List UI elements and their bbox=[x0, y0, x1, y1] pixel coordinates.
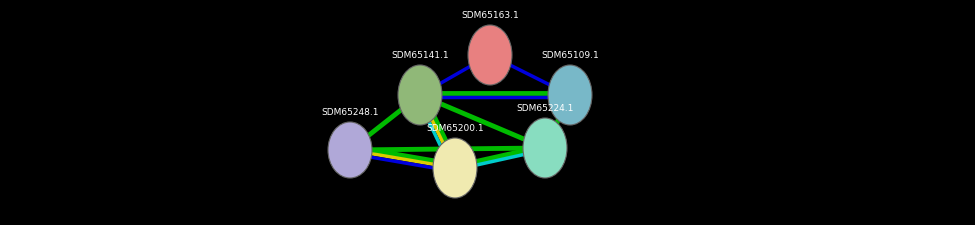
Ellipse shape bbox=[398, 65, 442, 125]
Ellipse shape bbox=[433, 138, 477, 198]
Text: SDM65248.1: SDM65248.1 bbox=[321, 108, 378, 117]
Text: SDM65224.1: SDM65224.1 bbox=[517, 104, 573, 113]
Ellipse shape bbox=[328, 122, 372, 178]
Text: SDM65163.1: SDM65163.1 bbox=[461, 11, 519, 20]
Text: SDM65109.1: SDM65109.1 bbox=[541, 51, 599, 60]
Text: SDM65141.1: SDM65141.1 bbox=[391, 51, 448, 60]
Ellipse shape bbox=[468, 25, 512, 85]
Ellipse shape bbox=[523, 118, 567, 178]
Ellipse shape bbox=[548, 65, 592, 125]
Text: SDM65200.1: SDM65200.1 bbox=[426, 124, 484, 133]
